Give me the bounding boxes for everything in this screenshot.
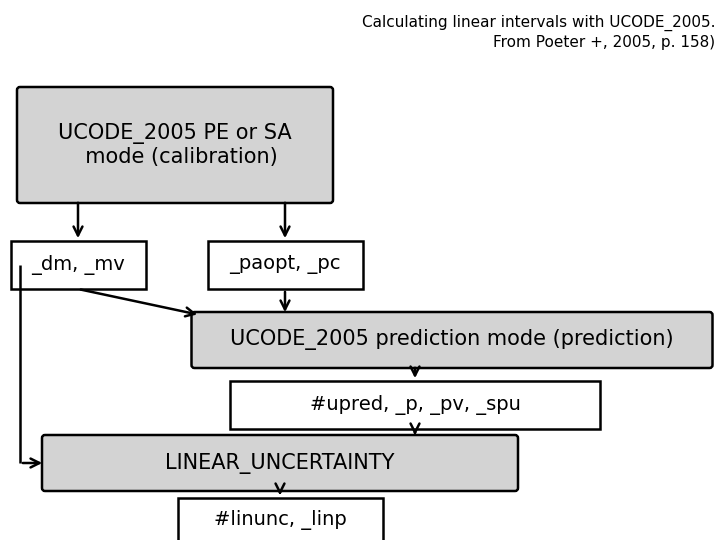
Text: UCODE_2005 PE or SA
  mode (calibration): UCODE_2005 PE or SA mode (calibration) — [58, 123, 292, 167]
FancyBboxPatch shape — [178, 498, 382, 540]
Text: #linunc, _linp: #linunc, _linp — [214, 510, 346, 530]
Text: _paopt, _pc: _paopt, _pc — [229, 255, 341, 274]
FancyBboxPatch shape — [230, 381, 600, 429]
Text: LINEAR_UNCERTAINTY: LINEAR_UNCERTAINTY — [166, 453, 395, 474]
Text: From Poeter +, 2005, p. 158): From Poeter +, 2005, p. 158) — [493, 35, 715, 50]
Text: #upred, _p, _pv, _spu: #upred, _p, _pv, _spu — [310, 395, 521, 415]
FancyBboxPatch shape — [192, 312, 713, 368]
FancyBboxPatch shape — [207, 241, 362, 289]
Text: _dm, _mv: _dm, _mv — [31, 255, 125, 275]
Text: Calculating linear intervals with UCODE_2005.: Calculating linear intervals with UCODE_… — [361, 15, 715, 31]
Text: UCODE_2005 prediction mode (prediction): UCODE_2005 prediction mode (prediction) — [230, 329, 674, 350]
FancyBboxPatch shape — [17, 87, 333, 203]
FancyBboxPatch shape — [11, 241, 145, 289]
FancyBboxPatch shape — [42, 435, 518, 491]
